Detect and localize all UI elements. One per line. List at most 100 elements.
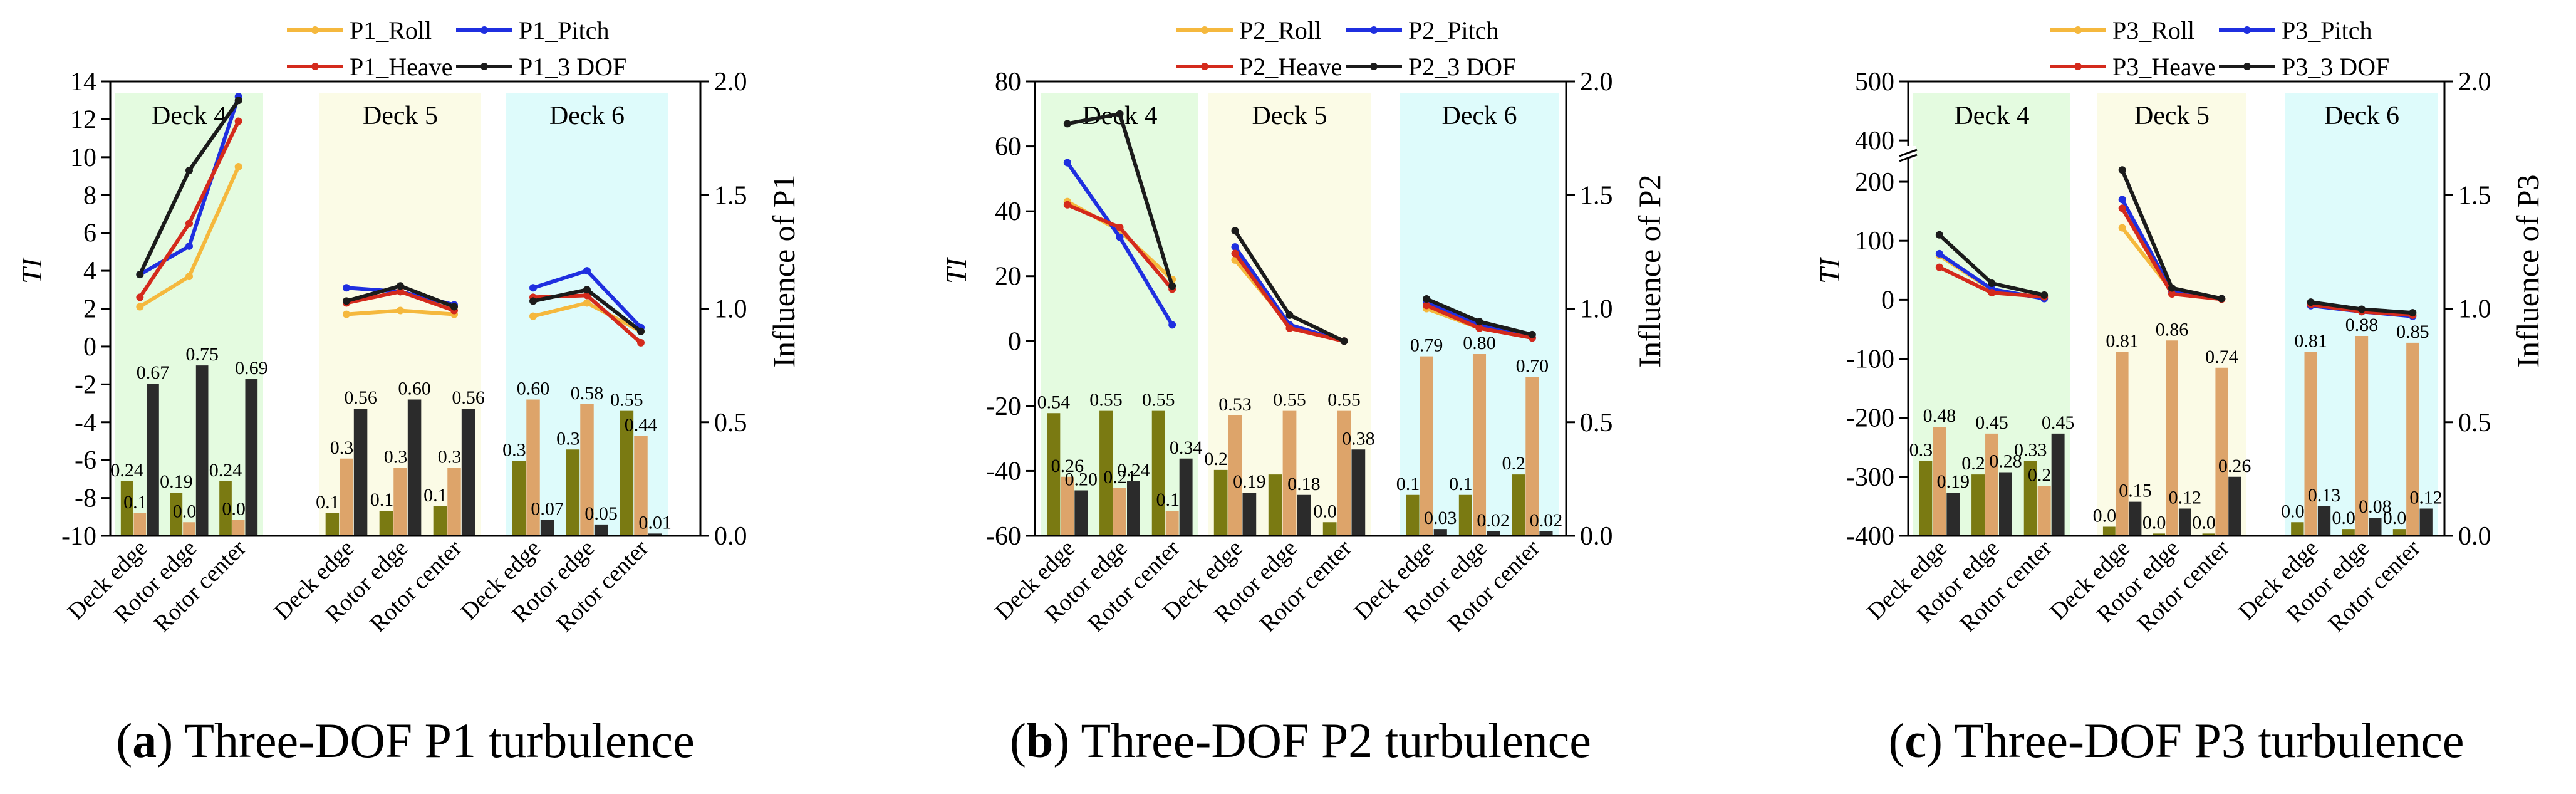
deck-label: Deck 5 [2134, 102, 2210, 130]
panel-a: Deck 4 Deck 5 Deck 60.240.100.670.190.060.… [16, 16, 801, 768]
left-tick-label: 4 [83, 257, 96, 286]
bar [2342, 529, 2355, 536]
bar [1268, 474, 1282, 536]
bar [1512, 474, 1525, 536]
series-marker [2218, 295, 2226, 303]
left-tick-label: 8 [83, 181, 96, 210]
bar [1179, 458, 1193, 536]
series-marker [1063, 159, 1071, 167]
right-tick-label: 1.0 [1580, 295, 1613, 324]
series-marker [136, 303, 144, 311]
left-axis-label: TI [940, 256, 972, 284]
legend-label: P1_Roll [350, 16, 432, 44]
series-marker [1935, 249, 1943, 258]
bar [2178, 508, 2191, 536]
series-marker [1231, 227, 1239, 235]
deck-label: Deck 6 [549, 102, 625, 130]
right-tick-label: 1.0 [2458, 295, 2491, 324]
right-tick-label: 0.5 [2458, 409, 2491, 437]
left-tick-label: -20 [986, 392, 1021, 421]
bar [1047, 413, 1061, 536]
deck-label: Deck 5 [363, 102, 438, 130]
left-tick-label: 0 [83, 333, 96, 362]
bar [2129, 501, 2142, 536]
bar [2304, 352, 2317, 536]
panel-b: Deck 4 Deck 5 Deck 60.540.260.200.550.210.… [940, 16, 1667, 768]
right-tick-label: 1.5 [714, 181, 747, 210]
series-marker [529, 284, 537, 292]
bar-value-label: 0.88 [2345, 315, 2379, 335]
bar [2392, 529, 2406, 536]
bar-value-label: 0.45 [2042, 412, 2075, 433]
series-marker [583, 286, 591, 294]
left-tick-label: 40 [995, 197, 1021, 226]
bar [183, 522, 195, 536]
right-tick-label: 1.5 [1580, 181, 1613, 210]
bar [512, 461, 526, 536]
bar-value-label: 0.24 [1117, 460, 1150, 481]
series-marker [397, 306, 404, 315]
bar-value-label: 0.55 [1089, 390, 1123, 410]
legend-marker [311, 63, 319, 70]
left-tick-label: -8 [75, 484, 96, 513]
legend-label: P2_3 DOF [1408, 53, 1516, 81]
bar [1322, 522, 1337, 536]
bar [1213, 469, 1228, 536]
bar-value-label: 0.20 [1065, 469, 1098, 490]
bar-value-label: 0.55 [1327, 390, 1361, 410]
bar-value-label: 0.55 [610, 390, 643, 410]
series-marker [1231, 249, 1239, 258]
bar [2116, 352, 2129, 536]
bar [340, 458, 353, 536]
legend-marker [2074, 26, 2082, 34]
bar-value-label: 0.69 [235, 358, 268, 379]
series-marker [1475, 324, 1483, 332]
series-marker [1935, 231, 1943, 239]
series-marker [583, 299, 591, 307]
right-tick-label: 0.5 [1580, 409, 1613, 437]
bar [2037, 486, 2051, 536]
legend-marker [2243, 26, 2251, 34]
left-tick-label: -2 [75, 370, 96, 399]
left-tick-label: 200 [1855, 168, 1894, 197]
bar-value-label: 0.86 [2156, 319, 2189, 340]
right-axis-label: Influence of P2 [1632, 174, 1667, 367]
series-marker [1528, 330, 1536, 338]
bar-value-label: 0.18 [1287, 474, 1321, 494]
bar [393, 468, 407, 536]
bar [634, 436, 648, 536]
deck-label: Deck 4 [152, 102, 227, 130]
caption-paren-open: ( [1010, 713, 1026, 768]
bar [133, 513, 147, 536]
caption-paren-close: ) [1053, 713, 1081, 768]
legend-label: P1_Pitch [519, 16, 609, 44]
right-tick-label: 2.0 [1580, 68, 1613, 97]
left-tick-label: -400 [1846, 522, 1894, 551]
series-marker [1988, 289, 1996, 297]
bar [2317, 506, 2331, 536]
bar [2291, 522, 2304, 536]
bar [1472, 354, 1487, 536]
bar [580, 404, 594, 536]
bar-value-label: 0.15 [2119, 481, 2152, 501]
series-marker [343, 284, 350, 292]
series-marker [185, 219, 193, 227]
left-tick-label: 500 [1855, 68, 1894, 97]
bar-value-label: 0.48 [1923, 405, 1956, 426]
bar [1946, 493, 1960, 536]
bar-value-label: 0.85 [2396, 321, 2429, 342]
panel-c: Deck 4 Deck 5 Deck 60.330.480.190.270.450.… [1814, 16, 2545, 768]
bar [353, 409, 368, 536]
series-marker [1423, 295, 1431, 303]
right-tick-label: 2.0 [714, 68, 747, 97]
left-tick-label: -10 [61, 522, 96, 551]
series-marker [397, 288, 404, 296]
series-marker [1285, 324, 1294, 332]
right-tick-label: 0.5 [714, 409, 747, 437]
deck-band [1041, 93, 1198, 536]
legend-label: P3_3 DOF [2282, 53, 2389, 81]
bar [120, 481, 133, 536]
bar [2023, 461, 2037, 536]
bar-value-label: 0.56 [344, 387, 377, 408]
series-marker [1340, 337, 1348, 345]
